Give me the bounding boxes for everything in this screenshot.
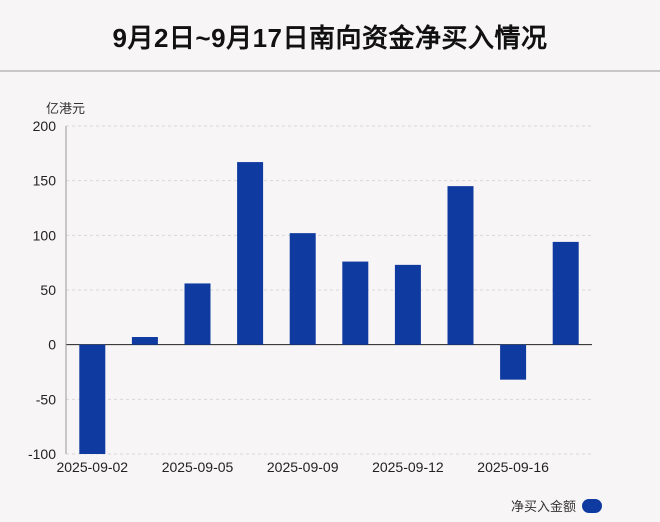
x-tick-label: 2025-09-12 [372, 459, 444, 475]
bar-2025-09-03 [131, 337, 158, 345]
bar-2025-09-08 [237, 162, 264, 345]
bar-2025-09-16 [500, 344, 527, 380]
chart-title: 9月2日~9月17日南向资金净买入情况 [112, 23, 548, 53]
x-tick-label: 2025-09-09 [267, 459, 339, 475]
y-tick-label: 150 [33, 173, 57, 189]
y-tick-label: -100 [28, 446, 56, 462]
y-tick-label: 200 [33, 118, 57, 134]
y-tick-label: 0 [48, 337, 56, 353]
title-divider [0, 70, 660, 72]
legend-swatch [582, 498, 602, 513]
x-tick-label: 2025-09-05 [162, 459, 234, 475]
bar-2025-09-09 [289, 233, 316, 345]
legend: 净买入金额 [511, 496, 602, 515]
bar-2025-09-15 [447, 186, 474, 345]
y-axis-unit: 亿港元 [46, 101, 86, 116]
y-tick-label: -50 [36, 391, 56, 407]
bar-2025-09-12 [394, 264, 421, 345]
y-tick-label: 100 [33, 227, 57, 243]
bar-2025-09-02 [79, 344, 106, 454]
x-tick-label: 2025-09-16 [477, 459, 549, 475]
legend-label: 净买入金额 [510, 499, 576, 514]
y-tick-label: 50 [40, 282, 56, 298]
x-tick-label: 2025-09-02 [56, 459, 128, 475]
bar-2025-09-17 [552, 241, 579, 345]
bar-2025-09-05 [184, 283, 211, 345]
bar-2025-09-10 [342, 261, 369, 345]
